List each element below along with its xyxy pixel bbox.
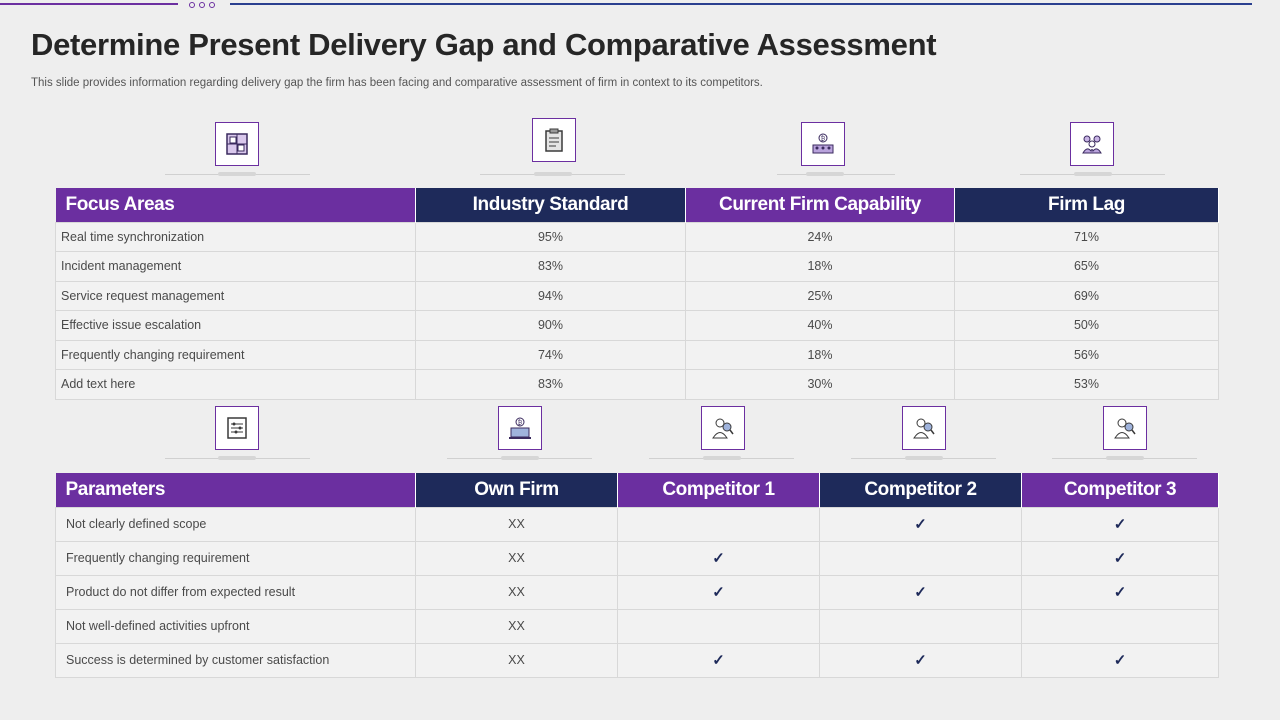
page-title: Determine Present Delivery Gap and Compa… — [31, 27, 937, 62]
firm-capability-cell: 40% — [685, 310, 955, 341]
parameter-cell: Success is determined by customer satisf… — [55, 642, 416, 678]
competitor-1-cell — [617, 506, 820, 542]
own-firm-cell: XX — [415, 574, 618, 610]
header-competitor-3: Competitor 3 — [1021, 473, 1219, 507]
focus-area-cell: Incident management — [55, 251, 416, 282]
competitor-2-cell — [819, 540, 1022, 576]
team-icon — [1070, 122, 1114, 166]
table-row: Add text here 83% 30% 53% — [55, 369, 1219, 400]
industry-standard-cell: 74% — [415, 339, 686, 370]
svg-text:₿: ₿ — [821, 136, 826, 143]
comparative-assessment-table: Parameters Own Firm Competitor 1 Competi… — [55, 473, 1219, 678]
firm-lag-cell: 69% — [954, 280, 1219, 311]
firm-capability-cell: 30% — [685, 369, 955, 400]
header-industry-standard: Industry Standard — [415, 188, 686, 222]
top-rule-line — [230, 3, 1252, 5]
table-row: Real time synchronization 95% 24% 71% — [55, 221, 1219, 252]
icon-pill — [806, 172, 844, 176]
parameter-cell: Not well-defined activities upfront — [55, 608, 416, 644]
bitcoin-laptop-icon: ₿ — [498, 406, 542, 450]
icon-pill — [905, 456, 943, 460]
focus-area-cell: Real time synchronization — [55, 221, 416, 252]
competitor-3-cell: ✓ — [1021, 642, 1219, 678]
focus-area-cell: Frequently changing requirement — [55, 339, 416, 370]
table-row: Frequently changing requirement 74% 18% … — [55, 339, 1219, 370]
top-accent-line — [0, 3, 178, 5]
industry-standard-cell: 83% — [415, 369, 686, 400]
parameter-cell: Frequently changing requirement — [55, 540, 416, 576]
table-row: Incident management 83% 18% 65% — [55, 251, 1219, 282]
focus-area-cell: Add text here — [55, 369, 416, 400]
competitor-2-cell: ✓ — [819, 642, 1022, 678]
focus-area-cell: Effective issue escalation — [55, 310, 416, 341]
firm-lag-cell: 50% — [954, 310, 1219, 341]
page-subtitle: This slide provides information regardin… — [31, 77, 763, 89]
competitor-1-cell: ✓ — [617, 540, 820, 576]
competitor-3-cell: ✓ — [1021, 540, 1219, 576]
bitcoin-team-icon: ₿ — [801, 122, 845, 166]
icon-pill — [534, 172, 572, 176]
table-row: Product do not differ from expected resu… — [55, 574, 1219, 610]
header-current-firm-capability: Current Firm Capability — [685, 188, 955, 222]
person-search-icon — [701, 406, 745, 450]
competitor-2-cell: ✓ — [819, 506, 1022, 542]
competitor-1-cell: ✓ — [617, 642, 820, 678]
delivery-gap-table: Focus Areas Industry Standard Current Fi… — [55, 188, 1219, 400]
firm-capability-cell: 24% — [685, 221, 955, 252]
person-search-icon — [902, 406, 946, 450]
competitor-1-cell — [617, 608, 820, 644]
own-firm-cell: XX — [415, 642, 618, 678]
industry-standard-cell: 90% — [415, 310, 686, 341]
header-own-firm: Own Firm — [415, 473, 618, 507]
industry-standard-cell: 94% — [415, 280, 686, 311]
industry-standard-cell: 83% — [415, 251, 686, 282]
header-competitor-1: Competitor 1 — [617, 473, 820, 507]
svg-text:₿: ₿ — [518, 420, 523, 427]
firm-lag-cell: 65% — [954, 251, 1219, 282]
competitor-3-cell — [1021, 608, 1219, 644]
parameter-cell: Product do not differ from expected resu… — [55, 574, 416, 610]
competitor-3-cell: ✓ — [1021, 506, 1219, 542]
top-dots-decoration — [189, 0, 215, 9]
icon-pill — [218, 172, 256, 176]
competitor-2-cell — [819, 608, 1022, 644]
firm-lag-cell: 53% — [954, 369, 1219, 400]
table-row: Not clearly defined scope XX ✓ ✓ — [55, 506, 1219, 542]
clipboard-icon — [532, 118, 576, 162]
competitor-3-cell: ✓ — [1021, 574, 1219, 610]
firm-capability-cell: 18% — [685, 339, 955, 370]
own-firm-cell: XX — [415, 540, 618, 576]
table-row: Frequently changing requirement XX ✓ ✓ — [55, 540, 1219, 576]
focus-area-cell: Service request management — [55, 280, 416, 311]
table-row: Success is determined by customer satisf… — [55, 642, 1219, 678]
competitor-2-cell: ✓ — [819, 574, 1022, 610]
layout-icon — [215, 122, 259, 166]
icon-pill — [703, 456, 741, 460]
table-row: Not well-defined activities upfront XX — [55, 608, 1219, 644]
sliders-icon — [215, 406, 259, 450]
parameter-cell: Not clearly defined scope — [55, 506, 416, 542]
header-focus-areas: Focus Areas — [55, 188, 416, 222]
firm-lag-cell: 56% — [954, 339, 1219, 370]
firm-capability-cell: 18% — [685, 251, 955, 282]
competitor-1-cell: ✓ — [617, 574, 820, 610]
icon-pill — [1106, 456, 1144, 460]
firm-capability-cell: 25% — [685, 280, 955, 311]
header-competitor-2: Competitor 2 — [819, 473, 1022, 507]
own-firm-cell: XX — [415, 608, 618, 644]
icon-pill — [218, 456, 256, 460]
table-row: Service request management 94% 25% 69% — [55, 280, 1219, 311]
own-firm-cell: XX — [415, 506, 618, 542]
header-firm-lag: Firm Lag — [954, 188, 1219, 222]
icon-pill — [501, 456, 539, 460]
person-search-icon — [1103, 406, 1147, 450]
icon-pill — [1074, 172, 1112, 176]
table-row: Effective issue escalation 90% 40% 50% — [55, 310, 1219, 341]
industry-standard-cell: 95% — [415, 221, 686, 252]
header-parameters: Parameters — [55, 473, 416, 507]
firm-lag-cell: 71% — [954, 221, 1219, 252]
